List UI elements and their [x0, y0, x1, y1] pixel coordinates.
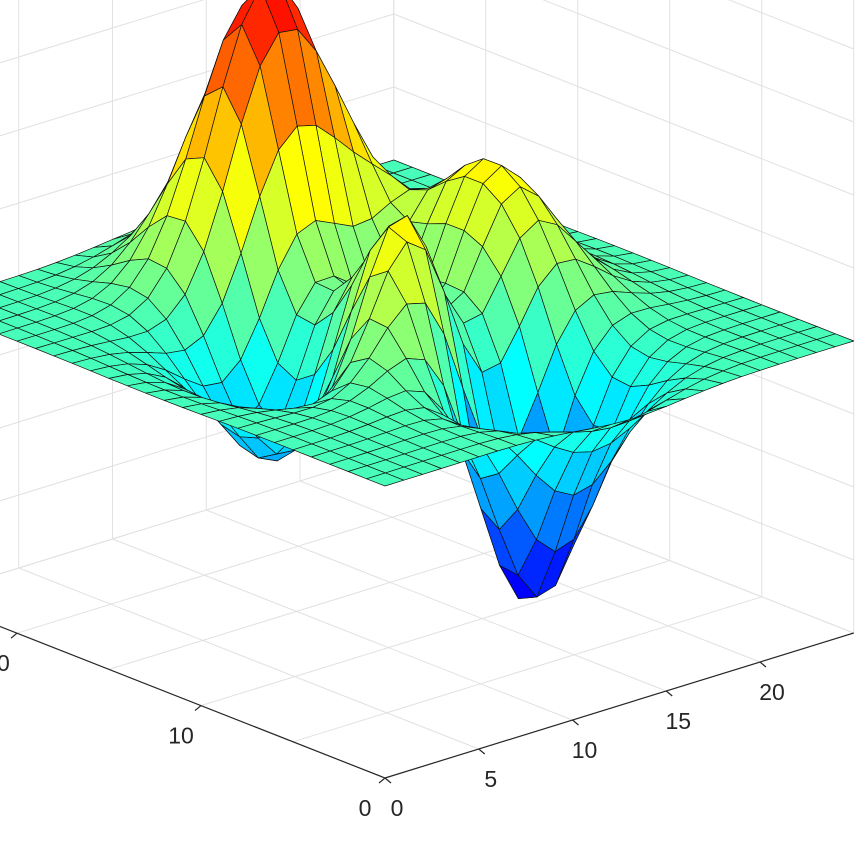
wall-grid-line [727, 0, 854, 50]
floor-grid-line [0, 451, 394, 575]
y-tick-mark [10, 632, 18, 639]
floor-grid-line [18, 567, 479, 750]
x-tick-label: 10 [572, 737, 598, 763]
y-tick-label: 10 [168, 723, 194, 749]
wall-grid-line [542, 0, 854, 123]
floor-grid-line [200, 560, 670, 707]
x-tick-mark [759, 661, 767, 668]
surface-mesh [0, 0, 855, 600]
floor-grid-line [0, 625, 386, 779]
wall-grid-line [0, 0, 205, 64]
x-axis-line [384, 632, 854, 779]
wall-grid-line [0, 451, 394, 575]
wall-grid-line [393, 86, 854, 269]
x-tick-label: 0 [391, 795, 404, 821]
x-tick-label: 20 [759, 679, 785, 705]
floor-grid-line [292, 596, 762, 743]
y-tick-mark [378, 777, 386, 784]
x-tick-mark [665, 690, 673, 697]
floor-grid-line [206, 509, 667, 692]
axis-lines [0, 625, 854, 779]
floor-grid-line [112, 538, 573, 721]
x-tick-label: 15 [665, 708, 691, 734]
x-tick-label: 5 [484, 766, 497, 792]
x-tick-mark [384, 777, 392, 784]
x-tick-mark [572, 719, 579, 726]
wall-grid-line [393, 13, 854, 196]
wall-grid-line [393, 451, 854, 634]
wall-grid-line [0, 13, 394, 137]
y-axis-line [0, 625, 386, 779]
floor-grid-line [16, 487, 486, 634]
y-tick-label: 20 [0, 650, 10, 676]
y-tick-mark [194, 705, 202, 712]
tick-labels: 0 5 10 15 20 0 10 20 [0, 632, 785, 821]
x-tick-mark [478, 748, 486, 755]
y-tick-label: 0 [359, 795, 372, 821]
surface-cell [366, 472, 405, 487]
